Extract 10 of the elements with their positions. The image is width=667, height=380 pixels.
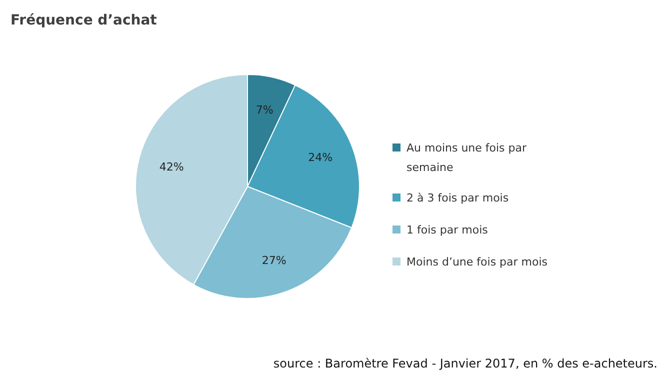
- legend-label: 1 fois par mois: [406, 224, 488, 236]
- legend-label: Au moins une fois par semaine: [406, 142, 528, 174]
- data-label: 27%: [262, 254, 286, 267]
- legend-label: 2 à 3 fois par mois: [406, 192, 509, 204]
- legend-label: Moins d’une fois par mois: [406, 256, 548, 268]
- data-label: 42%: [159, 160, 184, 174]
- source-note: source : Baromètre Fevad - Janvier 2017, en % des e-acheteurs.: [273, 356, 658, 370]
- data-label: 7%: [256, 103, 274, 116]
- chart-title: Fréquence d’achat: [10, 12, 158, 28]
- data-label: 24%: [308, 151, 333, 164]
